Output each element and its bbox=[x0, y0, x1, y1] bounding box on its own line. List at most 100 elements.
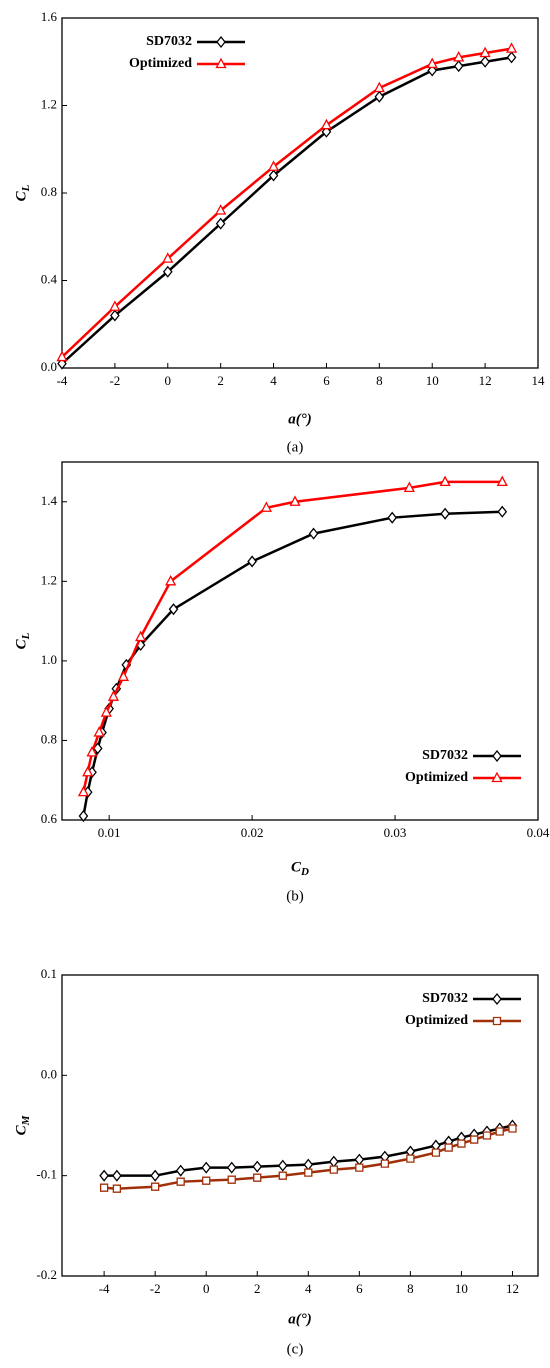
marker bbox=[329, 1165, 338, 1174]
marker bbox=[93, 726, 105, 737]
marker bbox=[480, 55, 490, 68]
marker bbox=[328, 1155, 339, 1168]
marker bbox=[453, 60, 464, 73]
series-line bbox=[61, 47, 512, 358]
marker bbox=[406, 1154, 415, 1163]
plot-frame bbox=[61, 461, 539, 821]
plot-frame bbox=[61, 974, 539, 1277]
y-axis-label: CM bbox=[13, 1114, 31, 1135]
marker bbox=[492, 992, 502, 1006]
marker bbox=[482, 1131, 492, 1140]
y-tick-label: 1.4 bbox=[41, 493, 58, 508]
y-tick-label: 1.0 bbox=[41, 652, 57, 667]
marker bbox=[227, 1175, 236, 1184]
x-tick-label: 0.02 bbox=[241, 825, 264, 840]
marker bbox=[453, 50, 465, 62]
marker bbox=[320, 118, 333, 130]
marker bbox=[439, 475, 451, 487]
marker bbox=[77, 785, 90, 797]
y-tick-label: 0.8 bbox=[41, 731, 57, 746]
marker bbox=[497, 505, 508, 518]
x-tick-label: 4 bbox=[305, 1281, 312, 1296]
x-tick-label: 6 bbox=[323, 373, 330, 388]
marker bbox=[215, 57, 227, 69]
marker bbox=[247, 555, 257, 568]
caption: (c) bbox=[287, 1341, 304, 1357]
legend-label: SD7032 bbox=[422, 748, 468, 763]
y-tick-label: 1.2 bbox=[41, 572, 57, 587]
x-tick-label: 0.01 bbox=[98, 825, 121, 840]
x-tick-label: 0.04 bbox=[527, 825, 550, 840]
marker bbox=[506, 51, 517, 64]
y-tick-label: 0.0 bbox=[41, 359, 57, 374]
x-tick-label: 10 bbox=[426, 373, 439, 388]
marker bbox=[202, 1176, 211, 1185]
marker bbox=[168, 603, 179, 616]
marker bbox=[303, 1158, 314, 1171]
marker bbox=[374, 90, 385, 103]
marker bbox=[165, 574, 177, 586]
marker bbox=[100, 706, 112, 717]
marker bbox=[252, 1160, 263, 1173]
marker bbox=[426, 57, 438, 69]
marker bbox=[495, 1127, 504, 1136]
y-tick-label: 0.0 bbox=[41, 1066, 57, 1081]
x-tick-label: 12 bbox=[506, 1281, 519, 1296]
marker bbox=[508, 1124, 517, 1133]
marker bbox=[491, 771, 503, 783]
marker bbox=[99, 1169, 109, 1182]
marker bbox=[86, 745, 98, 757]
marker bbox=[117, 670, 130, 681]
marker bbox=[112, 1169, 122, 1182]
x-tick-label: 8 bbox=[407, 1281, 414, 1296]
y-tick-label: 0.4 bbox=[41, 271, 58, 286]
y-axis-label: CL bbox=[13, 184, 31, 201]
marker bbox=[215, 204, 227, 215]
marker bbox=[308, 527, 319, 540]
marker bbox=[492, 1016, 502, 1026]
caption: (b) bbox=[286, 888, 304, 904]
marker bbox=[99, 1183, 109, 1192]
marker bbox=[78, 809, 89, 823]
x-axis-label: CD bbox=[291, 859, 309, 877]
x-axis-label: a(°) bbox=[288, 1311, 312, 1327]
marker bbox=[260, 501, 272, 512]
y-tick-label: 1.2 bbox=[41, 96, 57, 111]
marker bbox=[107, 690, 120, 701]
marker bbox=[278, 1171, 287, 1180]
marker bbox=[135, 630, 147, 642]
x-tick-label: 8 bbox=[376, 373, 383, 388]
legend-label: Optimized bbox=[405, 770, 468, 785]
x-tick-label: 0 bbox=[165, 373, 172, 388]
marker bbox=[387, 511, 398, 524]
y-axis-label: CL bbox=[13, 632, 31, 649]
marker bbox=[162, 265, 173, 278]
x-tick-label: -4 bbox=[99, 1281, 110, 1296]
marker bbox=[289, 495, 301, 506]
marker bbox=[150, 1169, 160, 1182]
marker bbox=[110, 309, 120, 322]
x-tick-label: 12 bbox=[479, 373, 492, 388]
x-tick-label: 0 bbox=[203, 1281, 210, 1296]
marker bbox=[176, 1177, 185, 1186]
marker bbox=[201, 1161, 212, 1174]
marker bbox=[253, 1173, 262, 1182]
x-tick-label: 4 bbox=[270, 373, 277, 388]
marker bbox=[109, 300, 121, 311]
y-tick-label: -0.1 bbox=[36, 1167, 57, 1182]
caption: (a) bbox=[287, 439, 304, 455]
marker bbox=[82, 765, 94, 777]
x-tick-label: 2 bbox=[254, 1281, 261, 1296]
marker bbox=[354, 1153, 365, 1166]
marker bbox=[268, 169, 279, 182]
marker bbox=[380, 1159, 390, 1168]
legend-label: Optimized bbox=[129, 56, 192, 71]
marker bbox=[277, 1159, 288, 1172]
marker bbox=[175, 1164, 186, 1177]
x-tick-label: 14 bbox=[532, 373, 546, 388]
marker bbox=[444, 1143, 453, 1152]
series-line bbox=[61, 56, 512, 365]
legend-label: SD7032 bbox=[146, 34, 192, 49]
